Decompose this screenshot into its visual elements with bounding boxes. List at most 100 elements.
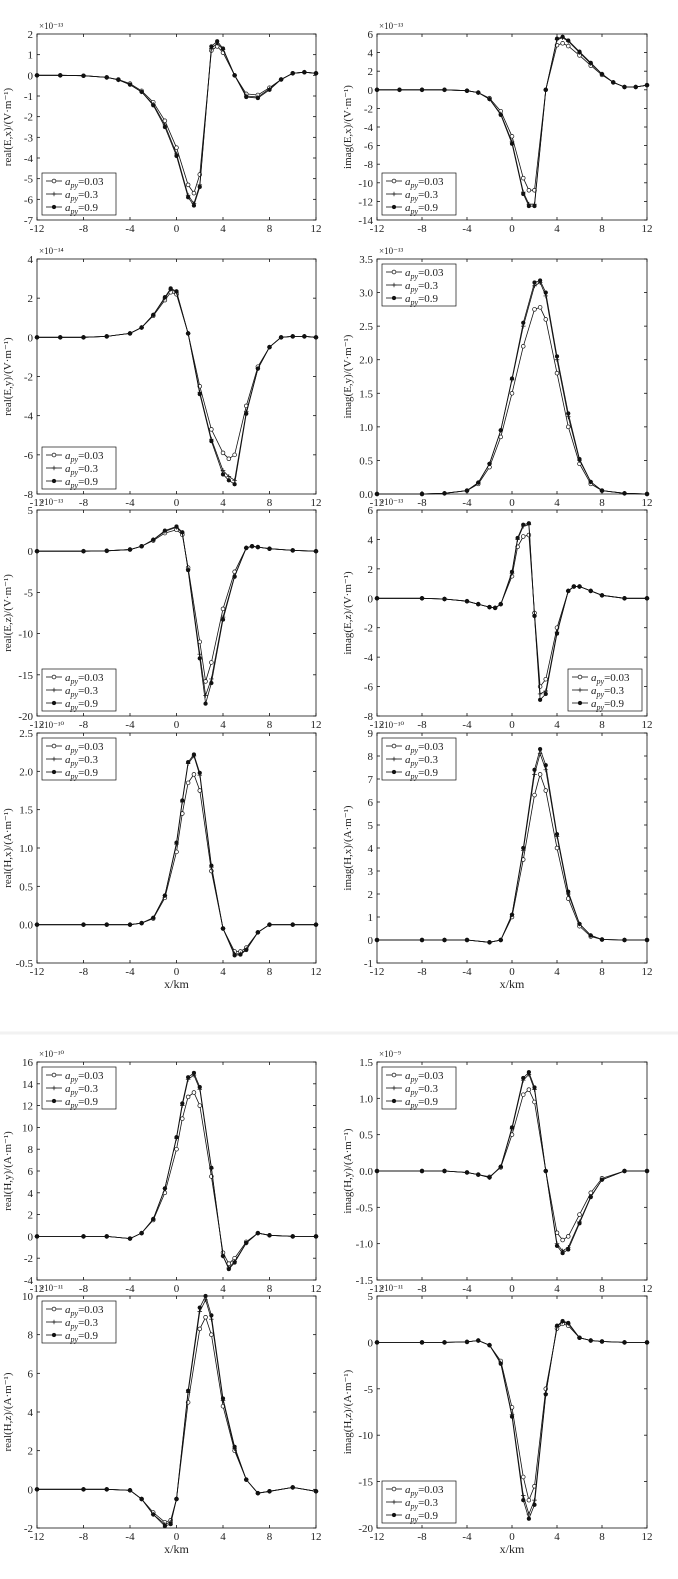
data-point	[191, 190, 197, 196]
x-tick-label: -12	[30, 223, 45, 235]
y-tick-label: 0	[28, 546, 34, 558]
data-point	[313, 71, 319, 76]
data-point	[532, 307, 537, 312]
data-point	[509, 1125, 515, 1130]
data-point	[81, 1487, 86, 1492]
legend-label: apy=0.9	[405, 202, 439, 216]
data-point	[532, 772, 537, 777]
data-point	[127, 1236, 133, 1241]
data-point	[520, 175, 526, 181]
data-point	[391, 1486, 397, 1492]
legend-label: apy=0.3	[405, 189, 439, 203]
data-point	[267, 546, 272, 551]
data-point	[244, 1477, 249, 1482]
x-tick-label: 4	[220, 497, 226, 509]
data-point	[51, 1332, 57, 1338]
data-point	[554, 370, 560, 376]
data-point	[391, 204, 397, 210]
x-tick-label: 12	[311, 497, 322, 509]
data-point	[209, 680, 214, 686]
y-tick-label: 2	[368, 564, 374, 576]
data-point	[577, 1335, 582, 1340]
y-tick-label: 2	[368, 66, 374, 78]
data-point	[226, 456, 232, 462]
y-tick-label: 3.5	[359, 254, 373, 266]
x-tick-label: 12	[642, 223, 653, 235]
data-point	[374, 1168, 380, 1174]
data-point	[565, 424, 571, 430]
data-point	[290, 922, 295, 927]
chart-panel-7: -12 -8 -4 0 4 8 12 -0.5 0.0 0.5 1.0 1.5 2.0 2.5 ×10⁻¹⁰…	[2, 720, 322, 991]
y-tick-label: 10	[22, 1291, 34, 1303]
data-point	[442, 596, 447, 602]
y-tick-label: 12	[22, 1101, 33, 1113]
data-point	[509, 912, 515, 917]
data-point	[174, 1146, 179, 1152]
data-point	[185, 568, 191, 573]
data-point	[577, 674, 583, 680]
y-tick-label: 4	[28, 1407, 34, 1419]
legend-label: apy=0.03	[591, 672, 630, 686]
y-axis-label: imag(H,z)/(A·m⁻¹)	[342, 1369, 354, 1454]
y-tick-label: -0.5	[16, 958, 34, 970]
data-point	[521, 1075, 526, 1081]
x-tick-label: 12	[642, 497, 653, 509]
data-point	[104, 75, 109, 80]
x-tick-label: -8	[417, 1531, 427, 1543]
data-point	[232, 73, 237, 78]
data-point	[51, 478, 57, 484]
y-tick-label: 0	[368, 1337, 374, 1349]
data-point	[532, 613, 537, 619]
legend-label: apy=0.9	[65, 698, 99, 712]
y-tick-label: -7	[24, 215, 34, 227]
data-point	[51, 1306, 57, 1312]
data-point	[397, 87, 402, 92]
axis-scale-label: ×10⁻¹³	[39, 497, 64, 507]
data-point	[249, 544, 255, 549]
legend-label: apy=0.9	[65, 1096, 99, 1110]
data-point	[577, 700, 583, 706]
data-point	[464, 1170, 470, 1175]
y-tick-label: 2.5	[19, 728, 33, 740]
data-point	[498, 112, 503, 118]
data-point	[51, 674, 57, 680]
data-point	[232, 452, 237, 458]
x-tick-label: 0	[509, 497, 515, 509]
axis-scale-label: ×10⁻¹³	[379, 21, 404, 31]
y-tick-label: -10	[358, 1430, 373, 1442]
axis-scale-label: ×10⁻¹³	[379, 246, 404, 256]
y-tick-label: 0	[368, 85, 374, 97]
data-point	[209, 1313, 214, 1318]
data-point	[419, 1340, 425, 1345]
series-3	[34, 752, 319, 958]
data-point	[51, 452, 57, 458]
series-1	[34, 290, 319, 462]
data-point	[174, 153, 179, 159]
data-point	[476, 1172, 481, 1177]
data-point	[442, 1340, 447, 1345]
data-point	[391, 1499, 397, 1505]
legend-label: apy=0.03	[65, 1304, 104, 1318]
data-point	[560, 1250, 565, 1256]
x-tick-label: 0	[509, 223, 515, 235]
data-point	[255, 930, 261, 935]
data-point	[151, 312, 156, 317]
x-tick-label: -4	[125, 1283, 135, 1295]
series-1	[34, 44, 319, 196]
y-tick-label: 6	[368, 797, 374, 809]
data-point	[191, 752, 197, 757]
series-2	[374, 280, 650, 497]
data-point	[197, 770, 202, 776]
x-tick-label: -4	[125, 497, 135, 509]
y-tick-label: 0	[368, 935, 374, 947]
x-tick-label: 4	[554, 223, 560, 235]
y-axis-label: real(E,x)/(V·m⁻¹)	[2, 87, 14, 166]
y-tick-label: 0.5	[19, 881, 33, 893]
y-tick-label: -2	[24, 372, 33, 384]
x-axis-label: x/km	[164, 977, 189, 991]
y-tick-label: 4	[368, 843, 374, 855]
data-point	[255, 366, 261, 371]
